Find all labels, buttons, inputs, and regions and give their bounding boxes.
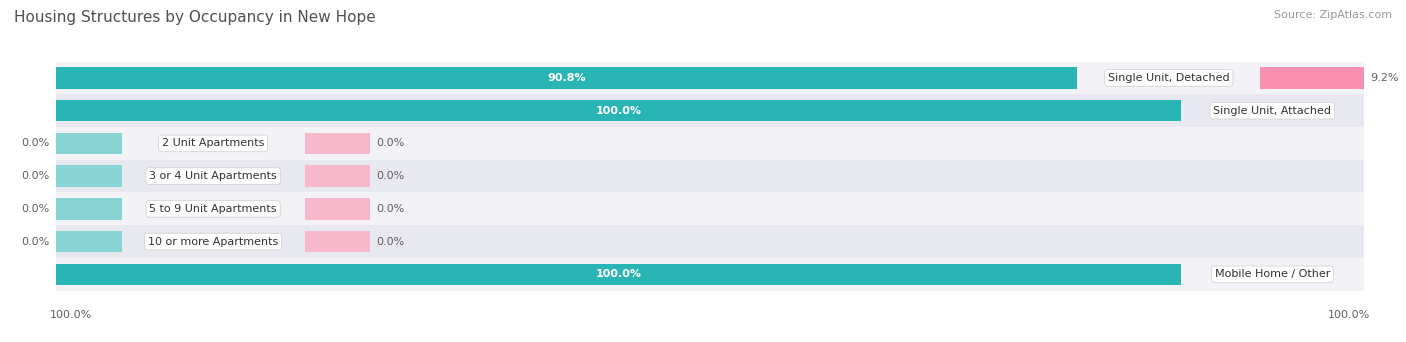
Bar: [56, 127, 1364, 160]
Text: 5 to 9 Unit Apartments: 5 to 9 Unit Apartments: [149, 204, 277, 214]
Text: 10 or more Apartments: 10 or more Apartments: [148, 237, 278, 247]
Text: 3 or 4 Unit Apartments: 3 or 4 Unit Apartments: [149, 171, 277, 181]
Bar: [56, 160, 1364, 193]
Text: Mobile Home / Other: Mobile Home / Other: [1215, 269, 1330, 279]
Bar: [305, 166, 370, 187]
Text: 0.0%: 0.0%: [377, 204, 405, 214]
Text: 100.0%: 100.0%: [49, 310, 91, 320]
Bar: [56, 225, 1364, 258]
Bar: [1364, 264, 1406, 285]
Bar: [1364, 100, 1406, 121]
Bar: [56, 231, 122, 252]
Bar: [56, 100, 1181, 121]
Text: 0.0%: 0.0%: [377, 139, 405, 148]
Bar: [1260, 67, 1364, 89]
Text: Single Unit, Detached: Single Unit, Detached: [1108, 73, 1230, 83]
Text: 2 Unit Apartments: 2 Unit Apartments: [162, 139, 264, 148]
Bar: [56, 133, 122, 154]
Bar: [56, 62, 1364, 94]
Text: 0.0%: 0.0%: [377, 171, 405, 181]
Text: Housing Structures by Occupancy in New Hope: Housing Structures by Occupancy in New H…: [14, 10, 375, 25]
Bar: [305, 133, 370, 154]
Text: 100.0%: 100.0%: [596, 269, 641, 279]
Text: 100.0%: 100.0%: [1329, 310, 1371, 320]
Text: 0.0%: 0.0%: [21, 171, 49, 181]
Text: 0.0%: 0.0%: [21, 237, 49, 247]
Bar: [305, 198, 370, 220]
Text: 0.0%: 0.0%: [21, 139, 49, 148]
Text: Source: ZipAtlas.com: Source: ZipAtlas.com: [1274, 10, 1392, 20]
Bar: [56, 198, 122, 220]
Bar: [56, 193, 1364, 225]
Text: 9.2%: 9.2%: [1371, 73, 1399, 83]
Bar: [56, 67, 1077, 89]
Bar: [56, 94, 1364, 127]
Bar: [56, 166, 122, 187]
Text: 100.0%: 100.0%: [596, 106, 641, 116]
Text: Single Unit, Attached: Single Unit, Attached: [1213, 106, 1331, 116]
Text: 0.0%: 0.0%: [377, 237, 405, 247]
Bar: [56, 258, 1364, 291]
Bar: [305, 231, 370, 252]
Text: 90.8%: 90.8%: [547, 73, 586, 83]
Text: 0.0%: 0.0%: [21, 204, 49, 214]
Bar: [56, 264, 1181, 285]
